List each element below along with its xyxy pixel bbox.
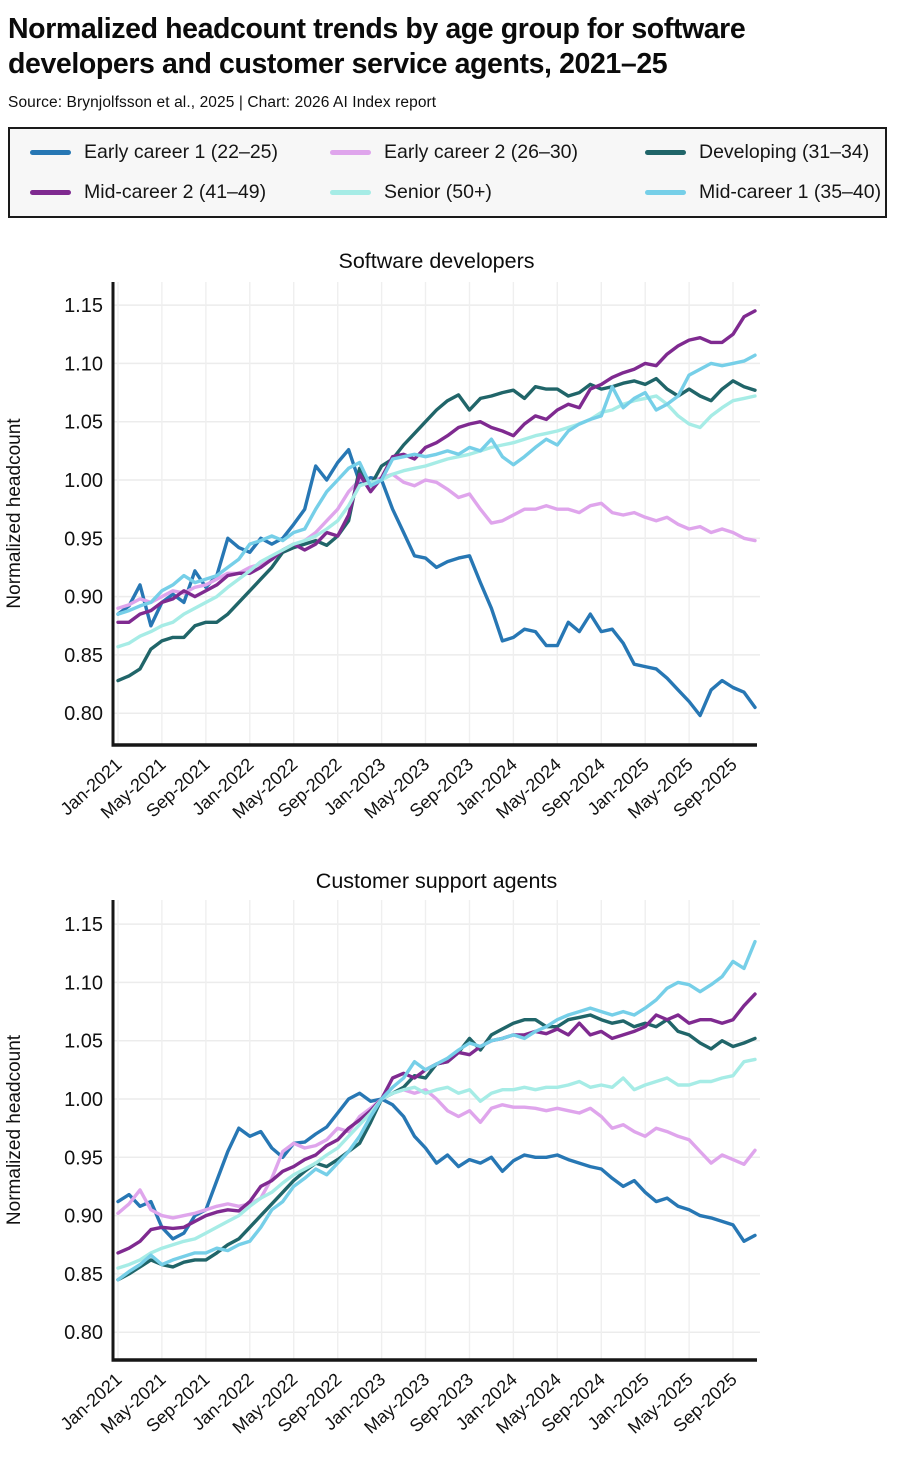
svg-text:0.90: 0.90: [64, 1206, 103, 1228]
legend-label: Developing (31–34): [699, 141, 870, 164]
svg-text:1.05: 1.05: [64, 1031, 103, 1053]
legend-item-mid-career-2: Mid-career 2 (41–49): [30, 181, 330, 204]
svg-text:1.10: 1.10: [64, 972, 103, 994]
source-attribution: Source: Brynjolfsson et al., 2025 | Char…: [8, 94, 437, 111]
svg-text:Normalized headcount: Normalized headcount: [4, 418, 25, 609]
legend-label: Mid-career 2 (41–49): [84, 180, 267, 203]
legend-label: Senior (50+): [384, 180, 492, 203]
svg-text:1.10: 1.10: [64, 353, 103, 375]
line-swatch-icon: [645, 150, 686, 156]
line-swatch-icon: [30, 189, 71, 195]
legend-label: Early career 1 (22–25): [84, 141, 279, 164]
series-line-mid-career-1-35-40: [116, 939, 757, 1282]
svg-text:1.00: 1.00: [64, 470, 103, 492]
page-title: Normalized headcount trends by age group…: [8, 13, 746, 81]
line-swatch-icon: [330, 189, 371, 195]
svg-text:1.15: 1.15: [64, 914, 103, 936]
legend-item-early-career-2: Early career 2 (26–30): [330, 141, 645, 164]
legend-label: Early career 2 (26–30): [384, 141, 579, 164]
series-line-early-career-2-26-30: [116, 472, 757, 610]
legend-label: Mid-career 1 (35–40): [699, 180, 882, 203]
legend-item-senior: Senior (50+): [330, 181, 645, 204]
svg-text:Normalized headcount: Normalized headcount: [4, 1034, 25, 1225]
legend: Early career 1 (22–25) Early career 2 (2…: [8, 127, 887, 218]
series-line-early-career-1-22-25: [116, 1091, 757, 1243]
series-line-mid-career-2-41-49: [116, 309, 757, 624]
line-swatch-icon: [330, 150, 371, 156]
series-line-developing-31-34: [116, 1013, 757, 1282]
svg-text:1.05: 1.05: [64, 412, 103, 434]
svg-text:0.80: 0.80: [64, 1322, 103, 1344]
svg-text:Software developers: Software developers: [339, 249, 535, 273]
legend-item-early-career-1: Early career 1 (22–25): [30, 141, 330, 164]
series-line-mid-career-2-41-49: [116, 992, 757, 1255]
line-swatch-icon: [30, 150, 71, 156]
svg-text:0.85: 0.85: [64, 645, 103, 667]
svg-text:1.00: 1.00: [64, 1089, 103, 1111]
series-line-early-career-1-22-25: [116, 447, 757, 718]
svg-text:0.95: 0.95: [64, 1147, 103, 1169]
legend-item-mid-career-1: Mid-career 1 (35–40): [645, 181, 881, 204]
svg-text:0.80: 0.80: [64, 703, 103, 725]
svg-text:Customer support agents: Customer support agents: [316, 869, 557, 893]
series-line-developing-31-34: [116, 376, 757, 683]
svg-text:0.95: 0.95: [64, 528, 103, 550]
series-line-senior-50: [116, 1057, 757, 1270]
series-line-mid-career-1-35-40: [116, 353, 757, 616]
legend-item-developing: Developing (31–34): [645, 141, 881, 164]
software-developers-chart: 0.800.850.900.951.001.051.101.15Jan-2021…: [4, 249, 760, 823]
line-swatch-icon: [645, 189, 686, 195]
svg-text:1.15: 1.15: [64, 295, 103, 317]
svg-text:0.90: 0.90: [64, 587, 103, 609]
svg-text:0.85: 0.85: [64, 1264, 103, 1286]
customer-support-agents-chart: 0.800.850.900.951.001.051.101.15Jan-2021…: [4, 869, 760, 1438]
series-line-early-career-2-26-30: [116, 1087, 757, 1220]
